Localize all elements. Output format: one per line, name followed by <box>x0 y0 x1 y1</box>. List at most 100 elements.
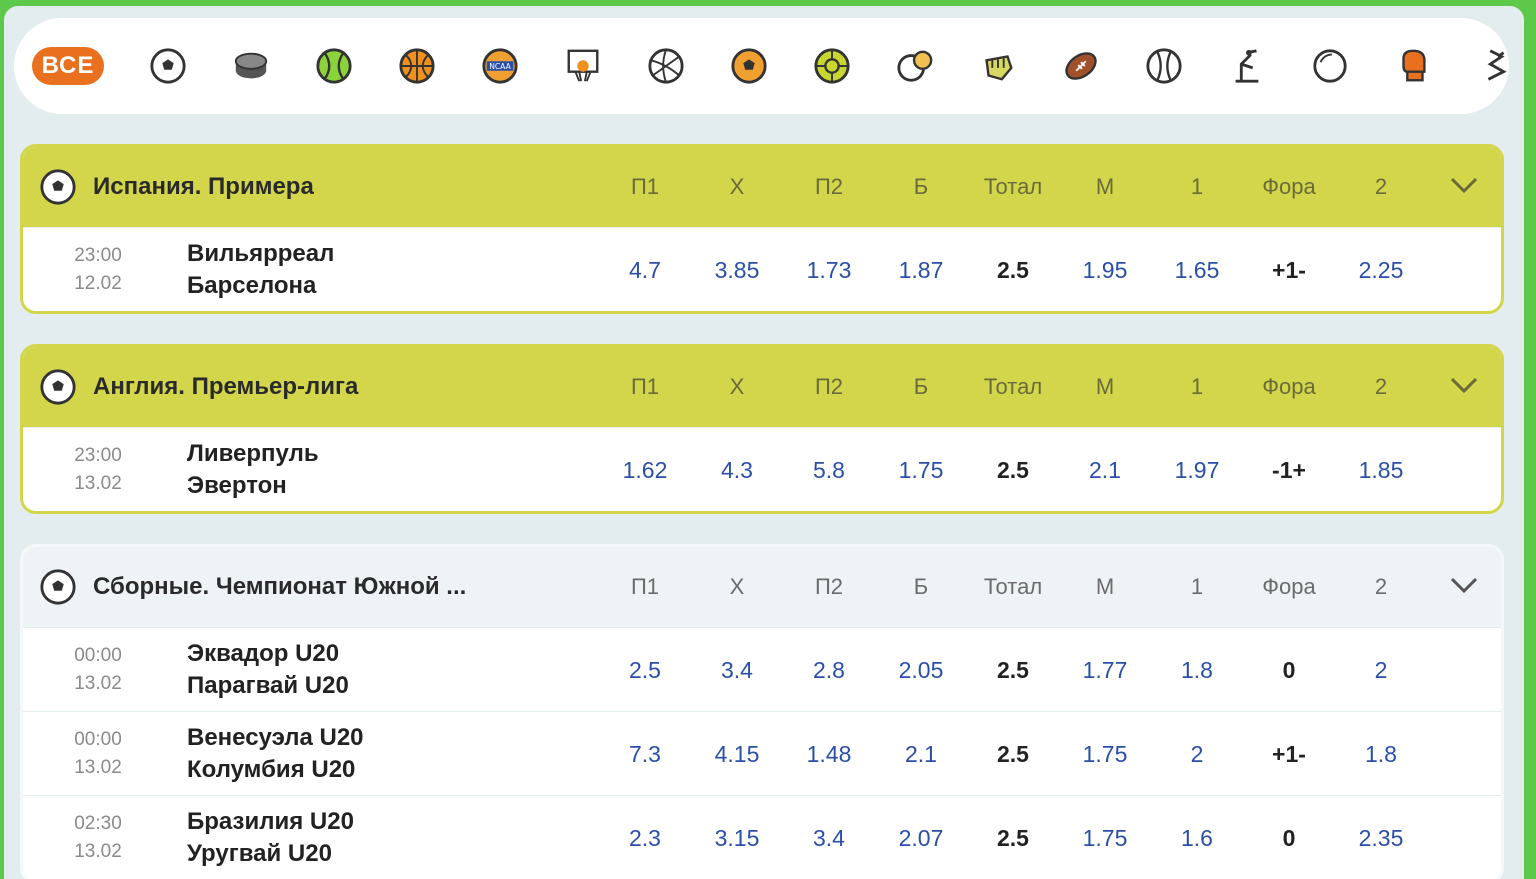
col-handicap1: 1 <box>1190 574 1204 599</box>
league-header[interactable]: Сборные. Чемпионат Южной ... П1 Х П2 Б Т… <box>23 547 1501 627</box>
match-date: 13.02 <box>74 756 122 778</box>
match-date: 12.02 <box>74 272 122 294</box>
match-row[interactable]: 00:00 13.02 Эквадор U20 Парагвай U20 2.5… <box>23 627 1501 711</box>
odd-p2[interactable]: 1.48 <box>806 740 852 767</box>
odd-handicap1[interactable]: 1.6 <box>1181 824 1213 851</box>
match-date: 13.02 <box>74 472 122 494</box>
odd-p1[interactable]: 4.7 <box>629 256 661 283</box>
odd-under[interactable]: 1.75 <box>1082 740 1128 767</box>
chevron-down-icon[interactable] <box>1449 373 1479 397</box>
boxing-glove-icon[interactable] <box>1394 47 1432 85</box>
col-p2: П2 <box>814 374 844 399</box>
odd-handicap2[interactable]: 1.8 <box>1365 740 1397 767</box>
circle-icon[interactable] <box>1311 47 1349 85</box>
odd-under[interactable]: 2.1 <box>1089 456 1121 483</box>
col-over: Б <box>913 374 929 399</box>
chevron-down-icon[interactable] <box>1449 573 1479 597</box>
odd-over[interactable]: 1.87 <box>898 256 944 283</box>
athletics-icon[interactable] <box>1228 47 1266 85</box>
league-header[interactable]: Англия. Премьер-лига П1 Х П2 Б Тотал М 1… <box>23 347 1501 427</box>
odd-x[interactable]: 3.4 <box>721 656 753 683</box>
col-x: Х <box>729 174 745 199</box>
odd-x[interactable]: 3.85 <box>714 256 760 283</box>
col-handicap1: 1 <box>1190 174 1204 199</box>
handball-icon[interactable] <box>813 47 851 85</box>
odd-handicap2[interactable]: 1.85 <box>1358 456 1404 483</box>
odd-over[interactable]: 2.1 <box>905 740 937 767</box>
fist-icon[interactable] <box>979 47 1017 85</box>
svg-text:NCAA: NCAA <box>489 62 511 71</box>
match-date: 13.02 <box>74 840 122 862</box>
odd-handicap1[interactable]: 1.65 <box>1174 256 1220 283</box>
tennis-icon[interactable] <box>315 47 353 85</box>
ncaa-basketball-icon[interactable]: NCAA <box>481 47 519 85</box>
all-sports-button[interactable]: ВСЕ <box>32 47 104 85</box>
odd-over[interactable]: 2.07 <box>898 824 944 851</box>
odd-handicap2[interactable]: 2.25 <box>1358 256 1404 283</box>
sports-filter-bar: ВСЕ NCAA <box>14 18 1509 114</box>
odd-x[interactable]: 3.15 <box>714 824 760 851</box>
handicap-value: +1- <box>1272 256 1306 283</box>
match-time: 00:00 <box>74 644 122 666</box>
col-handicap2: 2 <box>1374 574 1388 599</box>
league-card-england: Англия. Премьер-лига П1 Х П2 Б Тотал М 1… <box>20 344 1504 514</box>
match-row[interactable]: 23:00 12.02 Вильярреал Барселона 4.7 3.8… <box>23 227 1501 311</box>
col-over: Б <box>913 574 929 599</box>
odd-over[interactable]: 1.75 <box>898 456 944 483</box>
odd-p1[interactable]: 1.62 <box>622 456 668 483</box>
odd-p2[interactable]: 3.4 <box>813 824 845 851</box>
match-row[interactable]: 23:00 13.02 Ливерпуль Эвертон 1.62 4.3 5… <box>23 427 1501 511</box>
col-under: М <box>1095 174 1115 199</box>
odd-under[interactable]: 1.95 <box>1082 256 1128 283</box>
odd-p2[interactable]: 1.73 <box>806 256 852 283</box>
odd-p2[interactable]: 2.8 <box>813 656 845 683</box>
col-handicap1: 1 <box>1190 374 1204 399</box>
home-team: Венесуэла U20 <box>187 723 364 751</box>
odd-x[interactable]: 4.3 <box>721 456 753 483</box>
away-team: Эвертон <box>187 471 287 499</box>
futsal-icon[interactable] <box>730 47 768 85</box>
odds-row: 7.3 4.15 1.48 2.1 2.5 1.75 2 +1- 1.8 <box>599 712 1427 796</box>
volleyball-icon[interactable] <box>647 47 685 85</box>
odd-p2[interactable]: 5.8 <box>813 456 845 483</box>
odd-p1[interactable]: 7.3 <box>629 740 661 767</box>
league-header[interactable]: Испания. Примера П1 Х П2 Б Тотал М 1 Фор… <box>23 147 1501 227</box>
total-value: 2.5 <box>997 456 1029 483</box>
american-football-icon[interactable] <box>1062 47 1100 85</box>
odd-handicap2[interactable]: 2 <box>1374 656 1388 683</box>
handicap-value: -1+ <box>1272 456 1306 483</box>
match-row[interactable]: 02:30 13.02 Бразилия U20 Уругвай U20 2.3… <box>23 795 1501 879</box>
soccer-icon[interactable] <box>149 47 187 85</box>
total-value: 2.5 <box>997 256 1029 283</box>
league-card-spain: Испания. Примера П1 Х П2 Б Тотал М 1 Фор… <box>20 144 1504 314</box>
away-team: Колумбия U20 <box>187 755 356 783</box>
odd-handicap1[interactable]: 2 <box>1190 740 1204 767</box>
baseball-icon[interactable] <box>1145 47 1183 85</box>
odd-handicap1[interactable]: 1.8 <box>1181 656 1213 683</box>
handicap-value: 0 <box>1282 824 1296 851</box>
odd-p1[interactable]: 2.5 <box>629 656 661 683</box>
soccer-ball-icon <box>40 369 76 405</box>
col-over: Б <box>913 174 929 199</box>
esports-icon[interactable] <box>1477 47 1515 85</box>
total-value: 2.5 <box>997 656 1029 683</box>
odd-x[interactable]: 4.15 <box>714 740 760 767</box>
table-tennis-icon[interactable] <box>896 47 934 85</box>
col-p1: П1 <box>630 574 660 599</box>
chevron-down-icon[interactable] <box>1449 173 1479 197</box>
col-under: М <box>1095 374 1115 399</box>
odd-under[interactable]: 1.75 <box>1082 824 1128 851</box>
basketball-hoop-icon[interactable] <box>564 47 602 85</box>
odd-over[interactable]: 2.05 <box>898 656 944 683</box>
odd-under[interactable]: 1.77 <box>1082 656 1128 683</box>
odd-p1[interactable]: 2.3 <box>629 824 661 851</box>
hockey-puck-icon[interactable] <box>232 47 270 85</box>
col-total: Тотал <box>983 374 1043 399</box>
col-under: М <box>1095 574 1115 599</box>
odd-handicap1[interactable]: 1.97 <box>1174 456 1220 483</box>
odd-handicap2[interactable]: 2.35 <box>1358 824 1404 851</box>
basketball-icon[interactable] <box>398 47 436 85</box>
column-headers: П1 Х П2 Б Тотал М 1 Фора 2 <box>599 347 1427 427</box>
col-x: Х <box>729 574 745 599</box>
match-row[interactable]: 00:00 13.02 Венесуэла U20 Колумбия U20 7… <box>23 711 1501 795</box>
